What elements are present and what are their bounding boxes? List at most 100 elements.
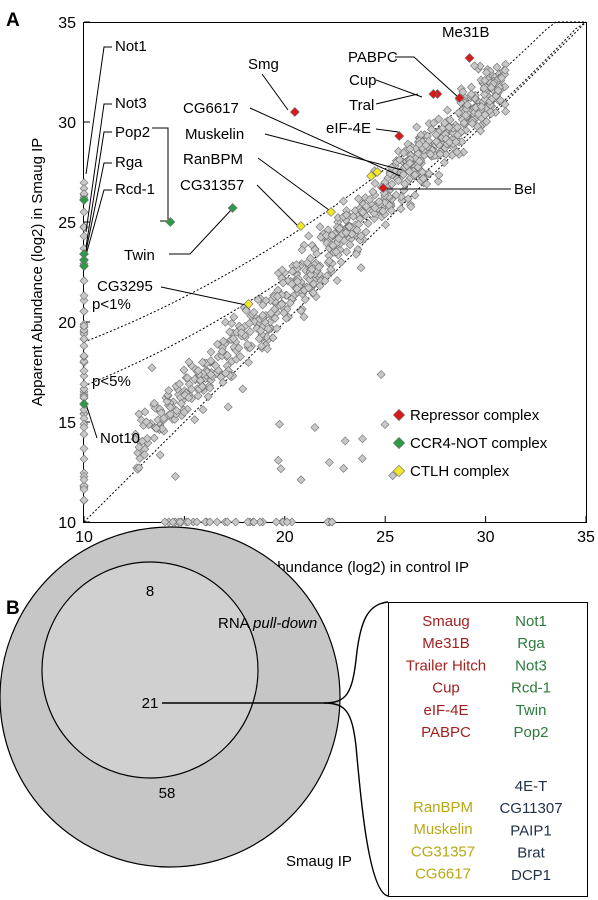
data-point (277, 265, 287, 275)
y-tick-label: 35 (58, 15, 76, 32)
data-point (223, 402, 233, 412)
data-point (414, 156, 424, 166)
data-point (222, 517, 232, 527)
callout-eif4e: eIF-4E (326, 120, 371, 137)
callout-leader (85, 189, 112, 256)
data-point (320, 276, 330, 286)
data-point (482, 117, 491, 127)
data-point (297, 245, 307, 255)
brace-upper (323, 601, 389, 704)
data-point (175, 379, 184, 389)
data-point (497, 73, 507, 83)
x-tick-label: 35 (577, 529, 595, 546)
data-point (363, 219, 373, 228)
data-point (479, 83, 489, 93)
data-point (378, 206, 388, 216)
data-point (426, 149, 435, 159)
data-point (361, 202, 371, 211)
data-point (404, 167, 414, 176)
data-point (304, 231, 314, 241)
data-point (326, 264, 336, 274)
data-point (179, 407, 189, 417)
data-point (299, 312, 309, 322)
callout-leader (85, 103, 112, 233)
x-tick-label: 25 (376, 529, 394, 546)
protein-red-5: PABPC (421, 724, 471, 741)
y-tick-label: 20 (58, 315, 76, 332)
protein-red-1: Me31B (422, 635, 470, 652)
highlight-point-ranbpm (326, 207, 336, 217)
callout-leader (249, 107, 401, 177)
callout-not3: Not3 (115, 95, 147, 112)
data-point (414, 139, 424, 149)
protein-red-2: Trailer Hitch (406, 657, 486, 674)
data-point (172, 406, 182, 416)
callout-leader (257, 157, 330, 211)
data-point (193, 366, 203, 376)
y-tick-label: 30 (58, 115, 76, 132)
data-point (258, 310, 268, 320)
data-point (433, 177, 443, 186)
callout-leader (160, 286, 247, 306)
data-point (486, 83, 496, 92)
y-tick-label: 15 (58, 415, 76, 432)
data-point (336, 257, 346, 267)
data-point (342, 247, 352, 257)
data-point (454, 108, 464, 118)
data-point (217, 347, 227, 356)
data-point (412, 122, 422, 132)
highlight-point-tral (428, 89, 439, 99)
protein-green-3: Rcd-1 (511, 680, 551, 697)
data-point (79, 475, 89, 485)
data-point (190, 415, 200, 425)
data-point (374, 197, 384, 207)
data-point (410, 190, 420, 200)
data-point (461, 110, 471, 120)
protein-yellow-3: CG6617 (415, 866, 471, 883)
data-point (406, 202, 416, 212)
callout-cg6617: CG6617 (183, 100, 239, 117)
data-point (184, 357, 194, 367)
highlight-point-cg31357 (295, 221, 306, 231)
data-point (442, 105, 452, 115)
data-point (400, 179, 410, 189)
data-point (79, 306, 89, 316)
data-point (339, 196, 348, 206)
x-tick-label: 10 (75, 529, 93, 546)
data-point (147, 363, 157, 373)
data-point (79, 366, 89, 376)
legend-marker-repressor (392, 408, 406, 422)
venn-label-smaug-ip: Smaug IP (286, 853, 352, 870)
data-point (79, 485, 89, 494)
callout-leader (375, 93, 419, 105)
data-point (482, 68, 491, 77)
data-point (422, 179, 432, 189)
panel-label-a: A (6, 10, 20, 31)
data-point (164, 386, 174, 395)
data-point (165, 410, 175, 419)
data-point (137, 436, 147, 446)
protein-red-4: eIF-4E (423, 702, 468, 719)
data-point (205, 383, 215, 393)
highlight-point-not10 (79, 399, 89, 409)
data-point (263, 324, 273, 334)
data-point (296, 306, 306, 316)
protein-green-5: Pop2 (513, 724, 548, 741)
x-tick-label: 30 (477, 529, 495, 546)
highlight-point-rcd-1 (79, 261, 89, 271)
data-point (394, 176, 403, 186)
data-point (206, 356, 216, 366)
callout-tral: Tral (349, 97, 374, 114)
callout-cg3295: CG3295 (97, 278, 153, 295)
data-point (296, 475, 306, 485)
highlight-point-bel (378, 183, 389, 193)
data-point (500, 65, 510, 75)
callout-not10: Not10 (100, 430, 140, 447)
callout-twin: Twin (124, 247, 155, 264)
data-point (309, 279, 318, 289)
data-point (258, 300, 268, 310)
data-point (262, 344, 272, 354)
data-point (427, 124, 436, 134)
protein-green-4: Twin (516, 702, 547, 719)
highlight-point-muskelin (366, 171, 377, 181)
